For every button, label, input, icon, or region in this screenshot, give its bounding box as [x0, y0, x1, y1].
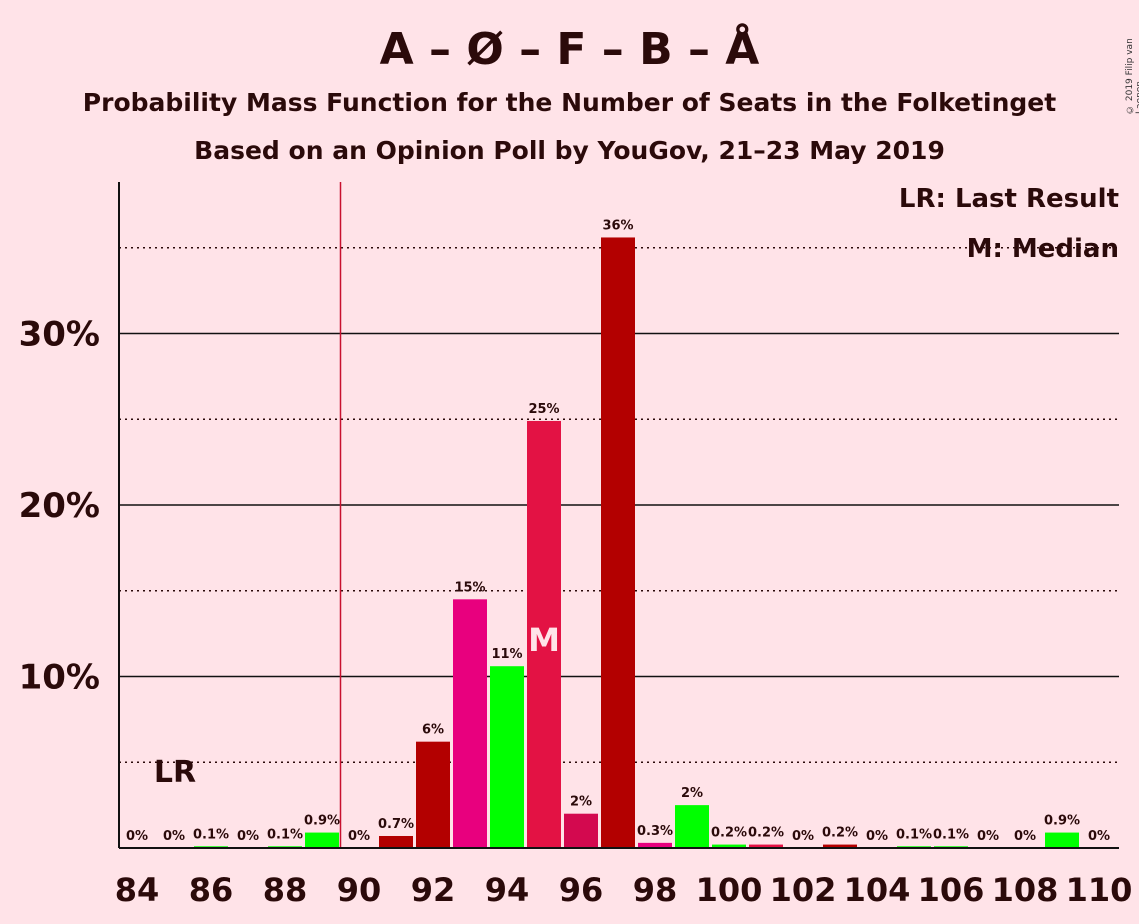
bar-91 [379, 835, 413, 848]
data-label-96: 2% [570, 795, 592, 810]
x-tick-label-86: 86 [189, 871, 234, 909]
data-label-90: 0% [348, 829, 370, 844]
chart-subtitle-poll: Based on an Opinion Poll by YouGov, 21–2… [194, 136, 945, 165]
x-tick-label-108: 108 [992, 871, 1059, 909]
bar-98 [638, 842, 672, 848]
x-tick-label-104: 104 [844, 871, 911, 909]
x-tick-label-110: 110 [1066, 871, 1133, 909]
x-tick-label-88: 88 [263, 871, 308, 909]
data-label-97: 36% [602, 218, 633, 233]
bar-100 [712, 844, 746, 848]
median-marker: M [528, 621, 560, 659]
data-label-93: 15% [454, 580, 485, 595]
bar-99 [675, 805, 709, 848]
data-label-110: 0% [1088, 829, 1110, 844]
x-tick-label-92: 92 [411, 871, 456, 909]
x-tick-label-106: 106 [918, 871, 985, 909]
data-label-105: 0.1% [896, 827, 932, 842]
chart-title: A – Ø – F – B – Å [379, 24, 760, 75]
y-tick-label-30: 30% [19, 315, 100, 355]
bar-109 [1045, 832, 1079, 848]
last-result-marker: LR [154, 755, 196, 790]
bar-97 [601, 237, 635, 848]
data-label-87: 0% [237, 829, 259, 844]
data-label-92: 6% [422, 723, 444, 738]
y-tick-label-10: 10% [19, 658, 100, 698]
data-label-107: 0% [977, 829, 999, 844]
data-label-94: 11% [491, 647, 522, 662]
data-label-106: 0.1% [933, 827, 969, 842]
data-label-84: 0% [126, 829, 148, 844]
bar-94 [490, 666, 524, 848]
data-label-95: 25% [528, 402, 559, 417]
x-tick-label-100: 100 [696, 871, 763, 909]
y-tick-label-20: 20% [19, 486, 100, 526]
x-tick-label-94: 94 [485, 871, 530, 909]
data-label-100: 0.2% [711, 826, 747, 841]
x-tick-label-102: 102 [770, 871, 837, 909]
x-tick-label-84: 84 [115, 871, 160, 909]
legend-last-result: LR: Last Result [898, 184, 1119, 214]
data-label-101: 0.2% [748, 826, 784, 841]
data-label-102: 0% [792, 829, 814, 844]
data-label-85: 0% [163, 829, 185, 844]
bar-96 [564, 813, 598, 848]
chart-subtitle: Probability Mass Function for the Number… [82, 88, 1057, 117]
bar-101 [749, 844, 783, 848]
data-label-98: 0.3% [637, 824, 673, 839]
data-label-89: 0.9% [304, 814, 340, 829]
bar-89 [305, 832, 339, 848]
x-tick-label-98: 98 [633, 871, 678, 909]
x-tick-label-90: 90 [337, 871, 382, 909]
data-label-86: 0.1% [193, 827, 229, 842]
bar-93 [453, 599, 487, 848]
data-label-109: 0.9% [1044, 814, 1080, 829]
data-label-88: 0.1% [267, 827, 303, 842]
data-label-108: 0% [1014, 829, 1036, 844]
data-label-91: 0.7% [378, 817, 414, 832]
bar-103 [823, 844, 857, 848]
bar-95 [527, 420, 561, 848]
legend-median: M: Median [966, 234, 1119, 264]
bar-92 [416, 741, 450, 848]
x-tick-label-96: 96 [559, 871, 604, 909]
data-label-103: 0.2% [822, 826, 858, 841]
data-label-99: 2% [681, 786, 703, 801]
data-label-104: 0% [866, 829, 888, 844]
